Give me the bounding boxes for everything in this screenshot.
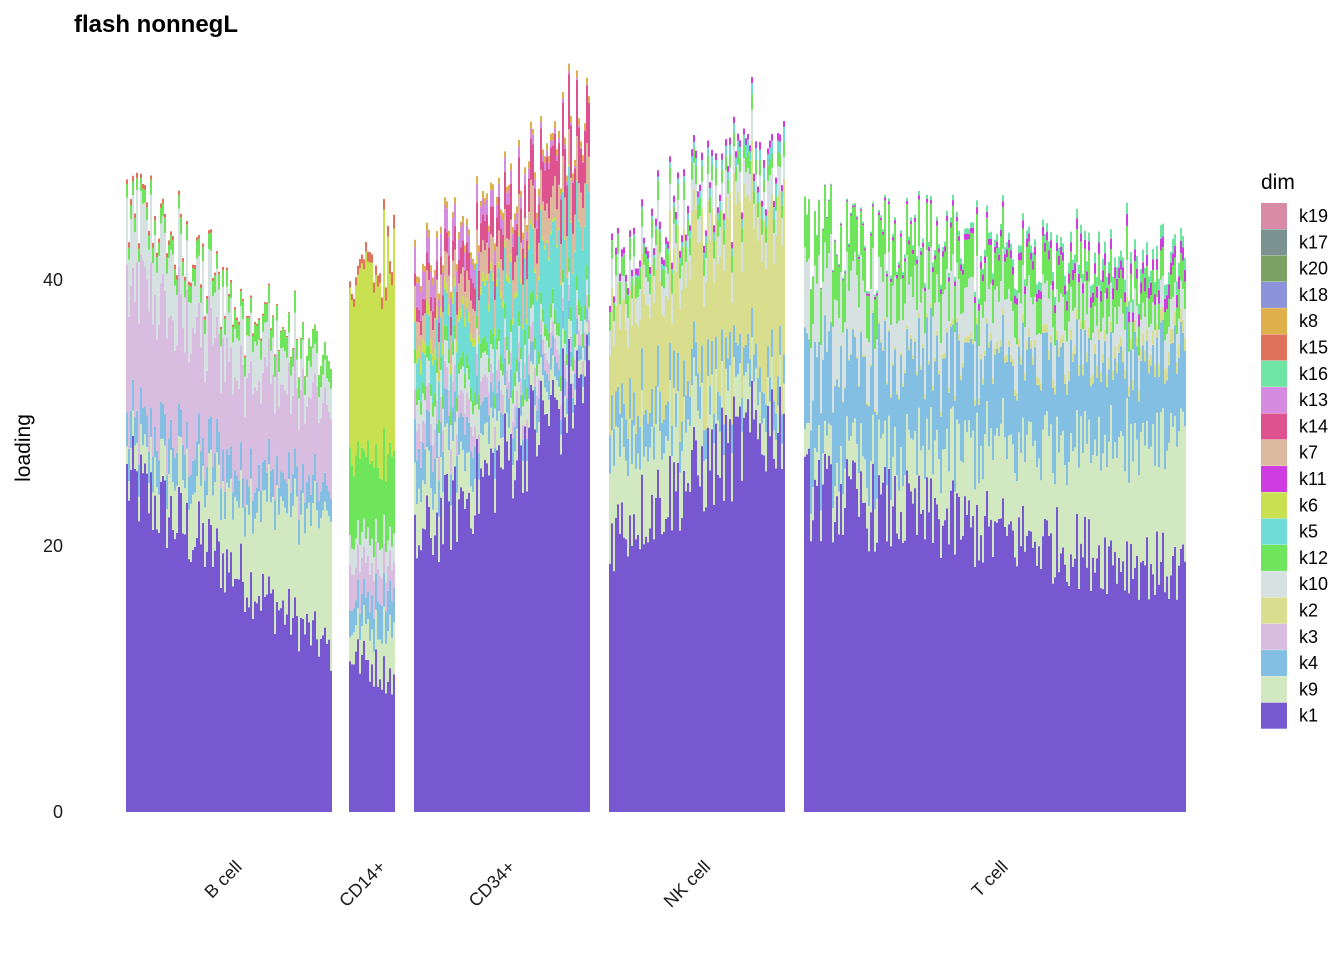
legend-label-k7: k7	[1299, 443, 1318, 463]
legend-swatch-k14	[1261, 413, 1287, 440]
x-axis-ticks: B cell CD14+ CD34+ NK cell T cell	[201, 857, 1012, 911]
bar-group-nk-cell	[609, 77, 785, 812]
x-tick-label: CD14+	[335, 857, 389, 911]
series-area-k13	[414, 70, 590, 323]
legend: dim k19 k17 k20 k18 k8 k15 k16 k13 k14 k7 k11 k6 k5 k…	[1261, 171, 1328, 729]
bar-group-cd14-	[349, 199, 395, 812]
y-tick-label: 40	[43, 270, 63, 290]
bar-group-b-cell	[126, 172, 332, 812]
x-tick-label: T cell	[968, 857, 1012, 901]
legend-swatch-k8	[1261, 308, 1287, 335]
legend-label-k4: k4	[1299, 653, 1318, 673]
legend-swatch-k4	[1261, 650, 1287, 677]
legend-label-k17: k17	[1299, 232, 1328, 252]
series-area-k9	[126, 410, 332, 671]
legend-label-k8: k8	[1299, 311, 1318, 331]
legend-label-k12: k12	[1299, 548, 1328, 568]
series-area-k1	[126, 435, 332, 812]
series-area-k12	[804, 185, 1186, 356]
legend-label-k20: k20	[1299, 259, 1328, 279]
legend-swatch-k17	[1261, 229, 1287, 256]
y-tick-label: 20	[43, 536, 63, 556]
legend-swatch-k1	[1261, 702, 1287, 729]
legend-label-k14: k14	[1299, 416, 1328, 436]
x-tick-label: CD34+	[465, 857, 519, 911]
legend-label-k9: k9	[1299, 679, 1318, 699]
series-area-k6	[349, 209, 395, 482]
series-area-k4	[414, 300, 590, 517]
legend-label-k13: k13	[1299, 390, 1328, 410]
legend-swatch-k7	[1261, 439, 1287, 466]
series-area-k4	[126, 379, 332, 545]
series-area-k9	[349, 605, 395, 695]
series-area-k1	[414, 334, 590, 812]
bar-group-cd34-	[414, 63, 590, 812]
legend-swatch-k5	[1261, 518, 1287, 545]
legend-swatch-k20	[1261, 255, 1287, 282]
legend-swatch-k12	[1261, 544, 1287, 571]
legend-swatch-k2	[1261, 597, 1287, 624]
legend-swatch-k11	[1261, 466, 1287, 492]
legend-swatch-k19	[1261, 203, 1287, 229]
legend-swatch-k15	[1261, 334, 1287, 361]
y-tick-label: 0	[53, 802, 63, 822]
bar-groups	[126, 63, 1186, 812]
bar-group-t-cell	[804, 183, 1186, 812]
legend-label-k3: k3	[1299, 627, 1318, 647]
series-area-k10	[349, 514, 395, 583]
legend-title: dim	[1261, 171, 1295, 194]
legend-swatch-k10	[1261, 571, 1287, 598]
legend-swatch-k3	[1261, 623, 1287, 650]
series-area-k10	[126, 189, 332, 431]
series-area-k2	[804, 296, 1186, 431]
series-area-k1	[804, 448, 1186, 812]
legend-swatch-k9	[1261, 676, 1287, 703]
legend-label-k11: k11	[1299, 469, 1327, 489]
y-axis-title: loading	[12, 414, 35, 482]
legend-label-k15: k15	[1299, 338, 1328, 358]
series-area-k9	[414, 319, 590, 562]
legend-label-k19: k19	[1299, 206, 1328, 226]
series-area-k10	[804, 234, 1186, 431]
legend-label-k6: k6	[1299, 495, 1318, 515]
legend-label-k16: k16	[1299, 364, 1328, 384]
legend-label-k2: k2	[1299, 601, 1318, 621]
legend-label-k10: k10	[1299, 574, 1328, 594]
legend-label-k5: k5	[1299, 522, 1318, 542]
y-axis-ticks: 0 20 40	[43, 270, 63, 822]
series-area-k12	[609, 94, 785, 331]
series-area-k3	[126, 254, 332, 520]
legend-swatch-k6	[1261, 492, 1287, 519]
x-tick-label: B cell	[201, 857, 246, 902]
series-area-k5	[609, 83, 785, 313]
series-area-k4	[349, 573, 395, 652]
legend-swatch-k16	[1261, 360, 1287, 387]
series-area-k10	[414, 271, 590, 457]
legend-label-k18: k18	[1299, 285, 1328, 305]
series-area-k4	[804, 306, 1186, 514]
series-area-k3	[349, 541, 395, 619]
series-area-k11	[609, 77, 785, 313]
chart-title: flash nonnegL	[74, 11, 238, 38]
legend-swatch-k18	[1261, 281, 1287, 308]
series-area-k1	[609, 380, 785, 812]
series-area-k5	[414, 166, 590, 421]
x-tick-label: NK cell	[660, 857, 714, 911]
series-area-k10	[609, 109, 785, 356]
series-area-k12	[126, 178, 332, 399]
series-area-k12	[349, 428, 395, 558]
series-area-k9	[804, 398, 1186, 600]
series-area-k1	[349, 639, 395, 812]
legend-swatch-k13	[1261, 387, 1287, 414]
legend-label-k1: k1	[1299, 706, 1318, 726]
